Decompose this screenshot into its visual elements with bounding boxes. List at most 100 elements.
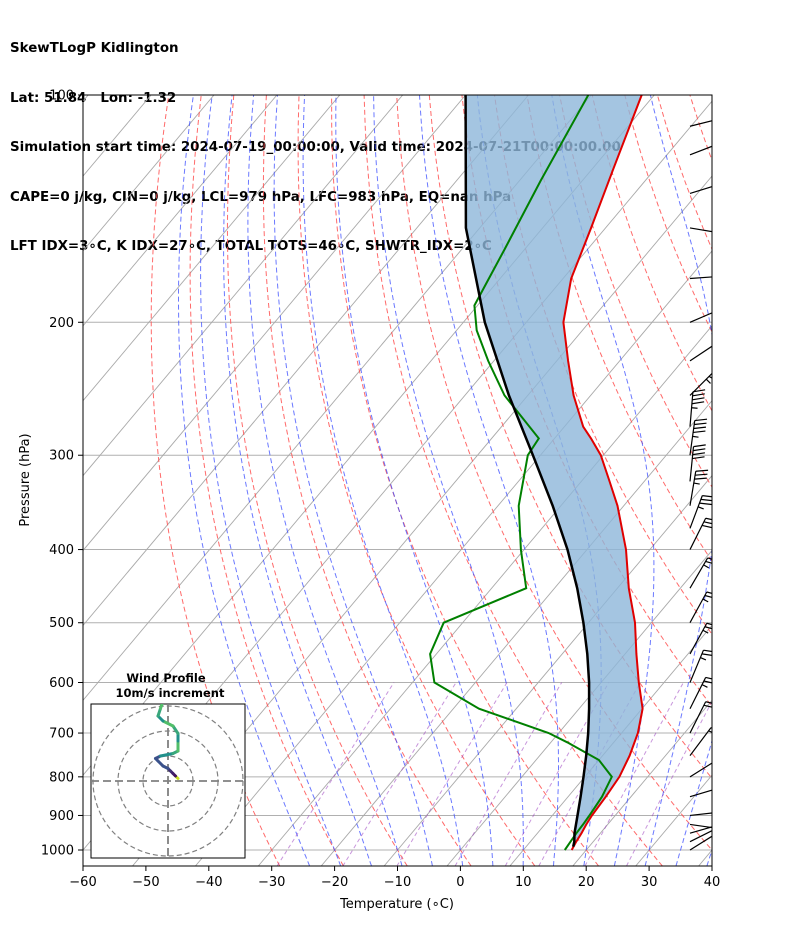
wind-barb xyxy=(689,727,712,757)
x-tick-label: 30 xyxy=(641,875,658,890)
y-tick-label: 300 xyxy=(49,449,74,464)
wind-barbs xyxy=(689,120,730,851)
wind-barb xyxy=(689,591,712,624)
isotherm-line xyxy=(83,95,215,252)
wind-barb xyxy=(689,831,729,851)
dry-adiabat-line xyxy=(755,95,794,866)
wind-barb xyxy=(689,276,712,280)
moist-adiabat-line xyxy=(273,95,433,866)
y-tick-label: 900 xyxy=(49,809,74,824)
wind-barb-shaft xyxy=(689,186,712,194)
wind-barb-half-flag xyxy=(703,564,710,569)
wind-barb-flag xyxy=(724,787,730,798)
wind-barb-half-flag xyxy=(718,828,721,833)
wind-barb xyxy=(689,144,726,156)
moist-adiabat-line xyxy=(223,95,372,866)
wind-barb-flag xyxy=(720,184,726,195)
wind-barb-flag xyxy=(699,502,712,506)
wind-barb-flag xyxy=(719,144,726,154)
wind-barb-flag xyxy=(720,831,729,840)
wind-barb-flag xyxy=(715,312,722,322)
wind-barb-flag xyxy=(725,234,726,246)
wind-barb-shaft xyxy=(689,312,712,323)
x-tick-label: 20 xyxy=(578,875,595,890)
wind-barb-flag xyxy=(703,521,712,525)
wind-barb-shaft xyxy=(689,495,703,529)
wind-barb-shaft xyxy=(689,830,712,843)
x-tick-label: 40 xyxy=(704,875,721,890)
y-tick-label: 100 xyxy=(49,89,74,104)
wind-barb-shaft xyxy=(689,557,709,589)
wind-barb-shaft xyxy=(689,345,712,362)
parcel-line xyxy=(464,95,591,847)
dry-adiabat-line xyxy=(262,95,472,866)
wind-barb xyxy=(689,557,712,589)
isotherm-line xyxy=(698,849,712,866)
wind-barb-flag xyxy=(721,233,722,245)
wind-barb-flag xyxy=(723,183,729,194)
wind-barb-flag xyxy=(693,444,706,448)
wind-barb-shaft xyxy=(689,812,712,817)
wind-barb-flag xyxy=(703,704,712,708)
wind-barb-flag xyxy=(711,373,712,375)
dry-adiabat-line xyxy=(297,95,536,866)
hodograph-segment xyxy=(171,724,180,735)
wind-barb-flag xyxy=(725,812,729,824)
isotherm-line xyxy=(83,95,278,327)
wind-barb-flag xyxy=(692,452,706,456)
isotherm-line xyxy=(635,774,712,866)
wind-barb-shaft xyxy=(689,591,708,624)
wind-barb-shaft xyxy=(689,145,712,156)
wind-barb xyxy=(689,227,726,246)
isotherm-line xyxy=(83,95,466,552)
isotherm-line xyxy=(446,549,712,866)
isotherm-line xyxy=(83,95,404,477)
wind-barb-shaft xyxy=(689,762,712,778)
wind-barb-flag xyxy=(692,393,705,397)
dry-adiabat-line xyxy=(396,95,712,851)
x-tick-label: −20 xyxy=(321,875,348,890)
isotherm-line xyxy=(83,95,89,102)
dry-adiabat-line xyxy=(689,95,712,162)
x-tick-label: −60 xyxy=(69,875,96,890)
cape-shading xyxy=(465,95,643,850)
x-tick-label: 10 xyxy=(515,875,532,890)
wind-barb-shaft xyxy=(689,276,712,280)
x-tick-label: −30 xyxy=(258,875,285,890)
isotherm-line xyxy=(83,95,341,402)
y-tick-label: 600 xyxy=(49,676,74,691)
wind-barb-flag xyxy=(712,346,721,354)
hodograph-inset: Wind Profile 10m/s increment xyxy=(90,671,246,859)
title-line-location: Lat: 51.84 Lon: -1.32 xyxy=(10,90,177,106)
wind-barb-flag xyxy=(691,401,705,405)
mixing-ratio-line xyxy=(396,682,508,866)
wind-barb-flag xyxy=(708,730,712,733)
moist-adiabat-line xyxy=(302,95,464,866)
moist-adiabat-line xyxy=(335,95,494,866)
wind-barb-flag xyxy=(718,310,725,320)
isotherm-line xyxy=(762,95,794,866)
moist-adiabat-line xyxy=(644,95,712,866)
wind-barb xyxy=(689,495,712,529)
wind-barb-shaft xyxy=(689,227,712,233)
wind-barb xyxy=(689,389,706,427)
dry-adiabat-line xyxy=(723,95,794,866)
wind-barb-shaft xyxy=(689,517,707,550)
dry-adiabat-line xyxy=(788,95,794,866)
y-tick-label: 1000 xyxy=(41,844,74,859)
isotherm-line xyxy=(195,250,712,866)
wind-barb xyxy=(689,760,725,778)
wind-barb-flag xyxy=(716,760,725,769)
hodograph-subtitle: 10m/s increment xyxy=(116,686,225,700)
wind-barb-flag xyxy=(724,824,730,835)
wind-barb xyxy=(689,787,730,798)
wind-barb-flag xyxy=(703,680,712,684)
hodograph-segment xyxy=(161,719,175,728)
wind-barb xyxy=(689,418,708,456)
wind-barb xyxy=(689,444,706,482)
temperature-line xyxy=(562,95,644,851)
mixing-ratio-line xyxy=(626,700,712,866)
mixing-ratio-line xyxy=(342,682,457,866)
wind-barb-flag xyxy=(706,622,712,626)
x-tick-label: −10 xyxy=(384,875,411,890)
